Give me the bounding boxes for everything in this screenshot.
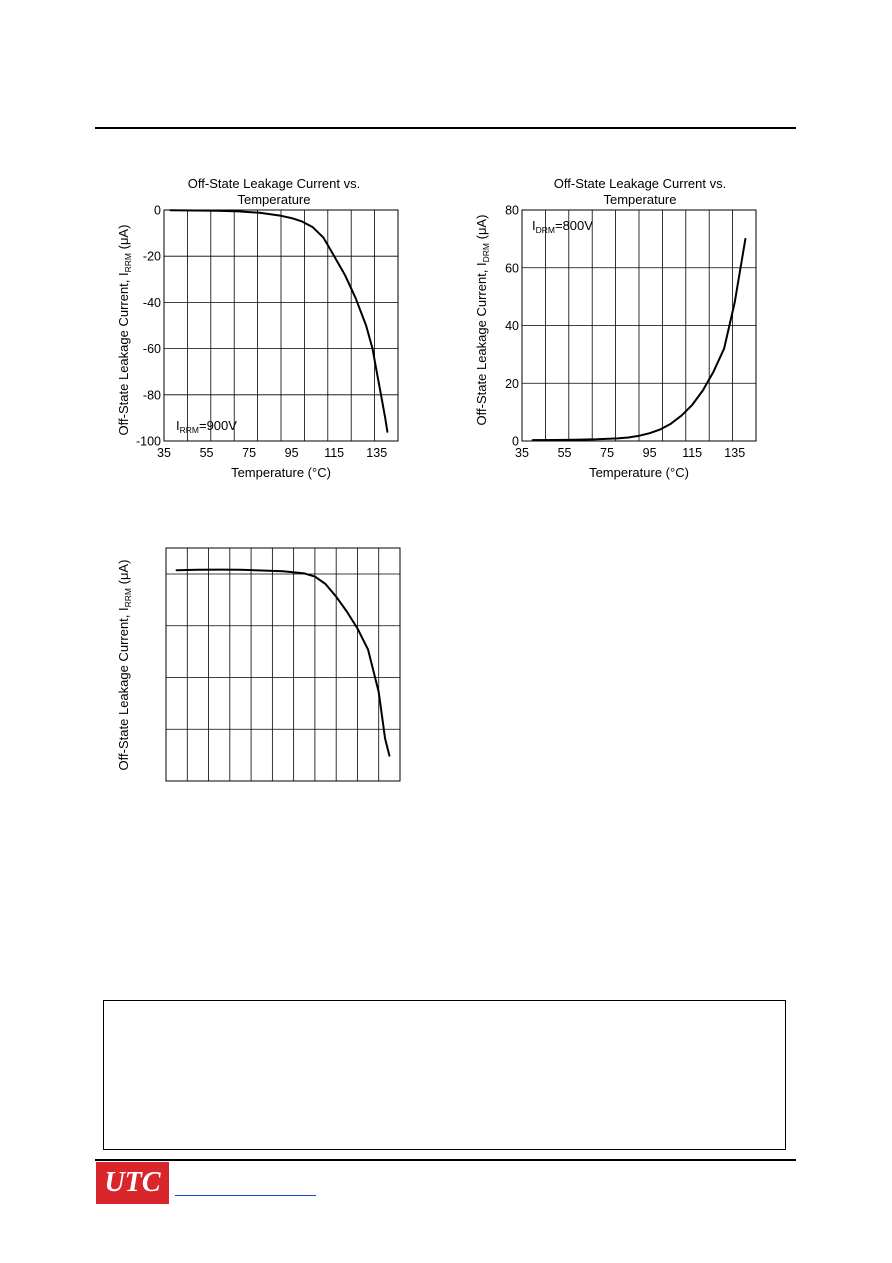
utc-logo-text: UTC bbox=[104, 1167, 161, 1198]
series-line bbox=[531, 237, 747, 442]
y-tick-label: -80 bbox=[143, 388, 161, 402]
plot-frame bbox=[165, 547, 401, 782]
chart-2: Off-State Leakage Current vs.Temperature… bbox=[474, 176, 757, 480]
y-axis-label: Off-State Leakage Current, IRRM (μA) bbox=[116, 560, 133, 771]
chart-title: Off-State Leakage Current vs. bbox=[188, 176, 360, 191]
utc-logo: UTC bbox=[96, 1162, 169, 1204]
x-tick-label: 95 bbox=[285, 446, 299, 460]
x-tick-label: 135 bbox=[366, 446, 387, 460]
y-tick-label: -20 bbox=[143, 250, 161, 264]
footer-rule bbox=[95, 1159, 796, 1161]
y-tick-label: 40 bbox=[505, 319, 519, 333]
x-tick-label: 135 bbox=[724, 446, 745, 460]
x-axis-label: Temperature (°C) bbox=[589, 465, 689, 480]
x-tick-label: 95 bbox=[643, 446, 657, 460]
x-tick-label: 115 bbox=[324, 446, 344, 460]
x-axis-label: Temperature (°C) bbox=[231, 465, 331, 480]
condition-annotation: IRRM=900V bbox=[176, 418, 237, 435]
x-tick-label: 75 bbox=[600, 446, 614, 460]
x-tick-label: 115 bbox=[682, 446, 702, 460]
x-tick-label: 35 bbox=[157, 446, 171, 460]
chart-3: Off-State Leakage Current, IRRM (μA) bbox=[116, 547, 401, 782]
y-tick-label: 60 bbox=[505, 261, 519, 275]
y-tick-label: -100 bbox=[136, 435, 161, 449]
series-line bbox=[175, 568, 391, 757]
y-axis-label: Off-State Leakage Current, IDRM (μA) bbox=[474, 215, 491, 426]
chart-1: Off-State Leakage Current vs.Temperature… bbox=[116, 176, 399, 480]
y-axis-label: Off-State Leakage Current, IRRM (μA) bbox=[116, 225, 133, 436]
chart-subtitle: Temperature bbox=[238, 192, 311, 207]
chart-title: Off-State Leakage Current vs. bbox=[554, 176, 726, 191]
y-tick-label: -60 bbox=[143, 342, 161, 356]
y-tick-label: 80 bbox=[505, 204, 519, 218]
x-tick-label: 35 bbox=[515, 446, 529, 460]
condition-annotation: IDRM=800V bbox=[532, 218, 593, 235]
header-rule bbox=[95, 127, 796, 129]
x-tick-label: 55 bbox=[558, 446, 572, 460]
website-link[interactable] bbox=[175, 1194, 316, 1196]
x-tick-label: 55 bbox=[200, 446, 214, 460]
y-tick-label: 0 bbox=[512, 435, 519, 449]
y-tick-label: 20 bbox=[505, 377, 519, 391]
chart-subtitle: Temperature bbox=[604, 192, 677, 207]
notice-box bbox=[103, 1000, 786, 1150]
x-tick-label: 75 bbox=[242, 446, 256, 460]
y-tick-label: 0 bbox=[154, 204, 161, 218]
series-line bbox=[169, 209, 389, 433]
y-tick-label: -40 bbox=[143, 296, 161, 310]
